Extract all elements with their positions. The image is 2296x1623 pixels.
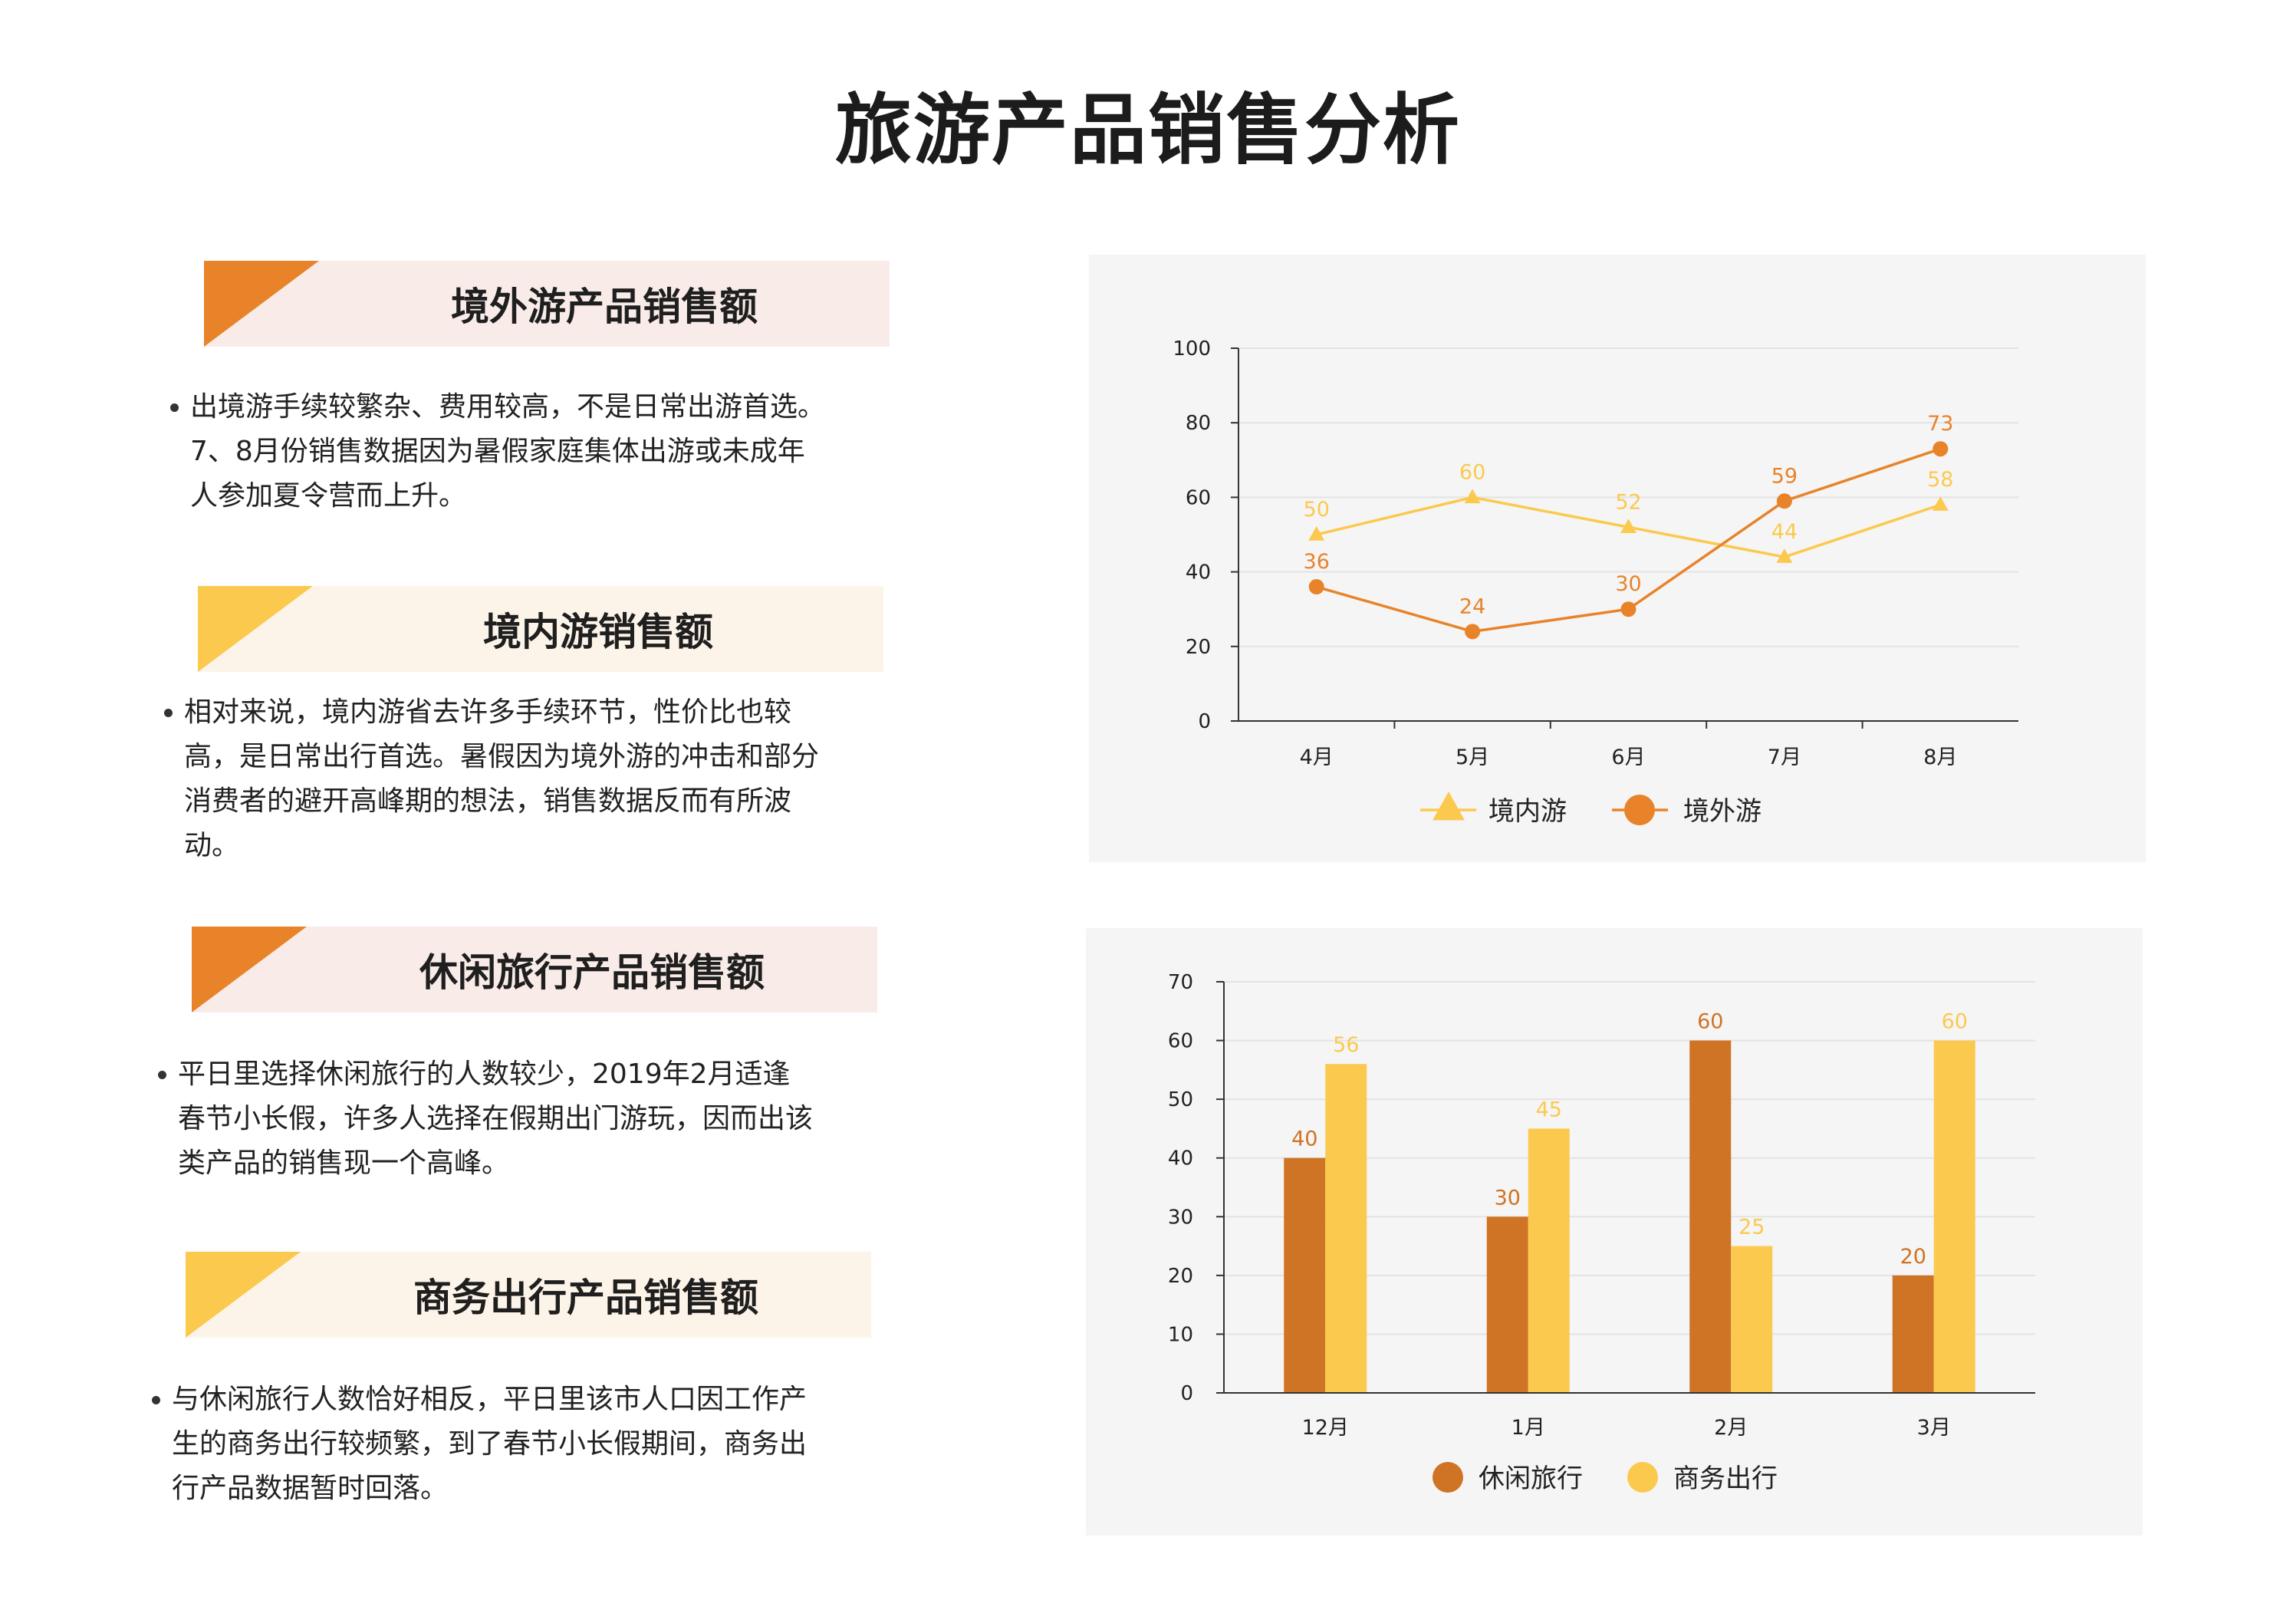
section-paragraph: 相对来说，境内游省去许多手续环节，性价比也较高，是日常出行首选。暑假因为境外游的… xyxy=(184,696,820,861)
legend-circle-icon xyxy=(1627,1462,1658,1493)
section-title: 商务出行产品销售额 xyxy=(413,1276,758,1320)
data-label: 45 xyxy=(1536,1098,1562,1121)
data-point xyxy=(1776,493,1792,509)
section-paragraph: 出境游手续较繁杂、费用较高，不是日常出游首选。7、8月份销售数据因为暑假家庭集体… xyxy=(190,391,826,512)
section-header-business: 商务出行产品销售额 xyxy=(186,1252,871,1338)
bullet-icon xyxy=(170,403,179,412)
bar xyxy=(1892,1275,1934,1393)
bar-chart: 0 10 20 30 40 50 60 70 40 56 12月 30 45 1月 60 25 2月 20 60 3月… xyxy=(1168,971,2035,1494)
page-title: 旅游产品销售分析 xyxy=(835,85,1461,175)
x-tick-label: 12月 xyxy=(1302,1416,1349,1440)
legend-label: 境内游 xyxy=(1488,796,1567,827)
y-tick-label: 40 xyxy=(1168,1147,1193,1170)
bullet-icon xyxy=(158,1071,166,1079)
y-tick-label: 80 xyxy=(1186,412,1211,435)
triangle-accent-icon xyxy=(204,261,319,347)
y-tick-label: 30 xyxy=(1168,1206,1193,1229)
data-label: 52 xyxy=(1615,490,1641,514)
section-header-outbound: 境外游产品销售额 xyxy=(204,261,890,347)
data-point xyxy=(1620,601,1636,617)
section-text-business: 与休闲旅行人数恰好相反，平日里该市人口因工作产生的商务出行较频繁，到了春节小长假… xyxy=(152,1378,808,1511)
bar xyxy=(1731,1246,1773,1393)
bar xyxy=(1933,1040,1975,1393)
legend-label: 境外游 xyxy=(1683,796,1761,827)
data-label: 59 xyxy=(1771,464,1798,488)
x-tick-label: 2月 xyxy=(1714,1416,1748,1440)
data-point xyxy=(1933,441,1949,457)
line-chart-panel: 0 20 40 60 80 100 4月 5月 6月 7月 8月 50 60 52 44 58 36 24 30 59… xyxy=(1089,255,2146,862)
data-label: 73 xyxy=(1927,412,1953,436)
legend-circle-icon xyxy=(1433,1462,1463,1493)
triangle-accent-icon xyxy=(192,927,307,1012)
data-point xyxy=(1464,489,1481,504)
data-label: 30 xyxy=(1615,572,1641,596)
data-point xyxy=(1932,496,1949,511)
section-header-domestic: 境内游销售额 xyxy=(198,586,883,672)
y-tick-label: 60 xyxy=(1186,486,1211,509)
section-text-leisure: 平日里选择休闲旅行的人数较少，2019年2月适逢春节小长假，许多人选择在假期出门… xyxy=(158,1052,814,1186)
data-point xyxy=(1776,548,1793,563)
y-tick-label: 0 xyxy=(1198,710,1211,733)
data-label: 36 xyxy=(1304,550,1330,574)
data-label: 56 xyxy=(1333,1033,1359,1057)
x-tick-label: 8月 xyxy=(1923,746,1957,769)
legend-circle-icon xyxy=(1624,795,1655,825)
section-paragraph: 与休闲旅行人数恰好相反，平日里该市人口因工作产生的商务出行较频繁，到了春节小长假… xyxy=(172,1384,808,1504)
section-title: 境外游产品销售额 xyxy=(451,285,758,329)
y-tick-label: 60 xyxy=(1168,1030,1193,1053)
data-label: 30 xyxy=(1495,1186,1521,1210)
legend-label: 休闲旅行 xyxy=(1479,1463,1583,1494)
bullet-icon xyxy=(164,709,173,717)
y-tick-label: 70 xyxy=(1168,971,1193,994)
bar xyxy=(1325,1064,1367,1393)
data-label: 50 xyxy=(1304,498,1330,522)
data-label: 60 xyxy=(1942,1010,1968,1034)
section-text-domestic: 相对来说，境内游省去许多手续环节，性价比也较高，是日常出行首选。暑假因为境外游的… xyxy=(164,690,821,868)
data-label: 40 xyxy=(1291,1128,1317,1151)
section-header-leisure: 休闲旅行产品销售额 xyxy=(192,927,877,1012)
x-tick-label: 5月 xyxy=(1456,746,1489,769)
data-point xyxy=(1308,526,1325,541)
data-point xyxy=(1308,579,1324,595)
data-point xyxy=(1620,519,1636,533)
bar xyxy=(1486,1216,1528,1393)
y-tick-label: 0 xyxy=(1180,1382,1193,1405)
data-label: 20 xyxy=(1900,1245,1926,1269)
section-title: 境内游销售额 xyxy=(483,610,713,654)
data-point xyxy=(1465,624,1481,640)
legend-label: 商务出行 xyxy=(1673,1463,1778,1494)
triangle-accent-icon xyxy=(198,586,313,672)
y-tick-label: 50 xyxy=(1168,1088,1193,1111)
y-tick-label: 20 xyxy=(1186,636,1211,659)
data-label: 25 xyxy=(1738,1216,1765,1239)
bar xyxy=(1284,1157,1326,1393)
data-label: 24 xyxy=(1459,594,1485,618)
x-tick-label: 4月 xyxy=(1300,746,1334,769)
x-tick-label: 1月 xyxy=(1511,1416,1545,1440)
section-title: 休闲旅行产品销售额 xyxy=(419,950,765,995)
section-paragraph: 平日里选择休闲旅行的人数较少，2019年2月适逢春节小长假，许多人选择在假期出门… xyxy=(178,1058,814,1179)
y-tick-label: 10 xyxy=(1168,1323,1193,1346)
data-label: 58 xyxy=(1927,468,1953,492)
y-tick-label: 100 xyxy=(1173,337,1211,360)
data-label: 60 xyxy=(1459,460,1485,484)
data-label: 44 xyxy=(1771,520,1798,544)
y-tick-label: 20 xyxy=(1168,1265,1193,1288)
bar xyxy=(1528,1128,1570,1393)
bar xyxy=(1689,1040,1732,1393)
bullet-icon xyxy=(152,1396,160,1404)
section-text-outbound: 出境游手续较繁杂、费用较高，不是日常出游首选。7、8月份销售数据因为暑假家庭集体… xyxy=(170,385,827,519)
y-tick-label: 40 xyxy=(1186,561,1211,584)
x-tick-label: 7月 xyxy=(1768,746,1801,769)
bar-chart-panel: 0 10 20 30 40 50 60 70 40 56 12月 30 45 1月 60 25 2月 20 60 3月… xyxy=(1086,928,2143,1536)
data-label: 60 xyxy=(1697,1010,1723,1034)
line-chart: 0 20 40 60 80 100 4月 5月 6月 7月 8月 50 60 52 44 58 36 24 30 59… xyxy=(1173,337,2018,827)
x-tick-label: 6月 xyxy=(1611,746,1645,769)
triangle-accent-icon xyxy=(186,1252,301,1338)
x-tick-label: 3月 xyxy=(1917,1416,1951,1440)
legend-triangle-icon xyxy=(1433,792,1465,821)
